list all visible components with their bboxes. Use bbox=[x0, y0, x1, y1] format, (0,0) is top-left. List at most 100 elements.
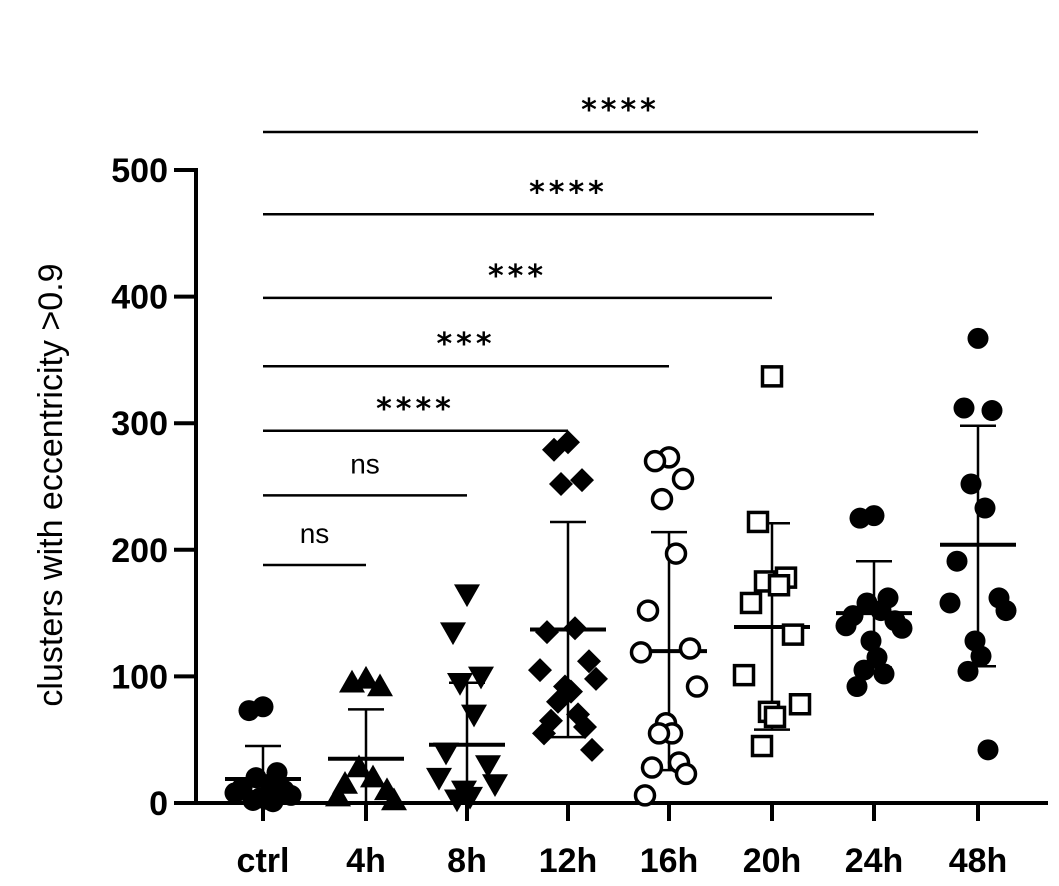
significance-label: **** bbox=[581, 93, 660, 128]
data-point bbox=[280, 784, 302, 806]
error-bars bbox=[225, 424, 1016, 803]
data-point bbox=[426, 767, 452, 791]
y-tick-label: 500 bbox=[111, 152, 168, 190]
data-point bbox=[542, 437, 566, 462]
significance-label: **** bbox=[529, 175, 608, 210]
data-point bbox=[482, 774, 508, 798]
data-point bbox=[671, 467, 695, 491]
data-point bbox=[468, 666, 494, 690]
data-point bbox=[946, 550, 968, 572]
data-point bbox=[891, 617, 913, 639]
data-point bbox=[739, 591, 763, 615]
data-point bbox=[995, 600, 1017, 622]
data-point bbox=[325, 783, 351, 807]
y-tick-label: 300 bbox=[111, 405, 168, 443]
data-point bbox=[381, 787, 407, 811]
x-tick-label: 48h bbox=[949, 842, 1008, 880]
data-point bbox=[346, 754, 372, 778]
data-point bbox=[866, 646, 888, 668]
x-tick-label: 12h bbox=[539, 842, 598, 880]
data-point bbox=[546, 689, 570, 714]
data-point bbox=[967, 327, 989, 349]
data-point bbox=[444, 789, 470, 813]
x-tick-label: 4h bbox=[346, 842, 386, 880]
data-point bbox=[563, 616, 587, 641]
data-point bbox=[953, 397, 975, 419]
data-point bbox=[242, 789, 264, 811]
x-tick-label: 16h bbox=[640, 842, 699, 880]
data-points bbox=[224, 327, 1017, 813]
y-tick-label: 400 bbox=[111, 279, 168, 317]
data-point bbox=[767, 573, 791, 597]
data-point bbox=[974, 497, 996, 519]
y-axis-label: clusters with eccentricity >0.9 bbox=[32, 263, 70, 706]
y-tick-label: 100 bbox=[111, 658, 168, 696]
data-point bbox=[849, 507, 871, 529]
data-point bbox=[664, 542, 688, 565]
data-point bbox=[584, 666, 608, 691]
data-point bbox=[763, 705, 787, 729]
data-point bbox=[532, 721, 556, 746]
data-point bbox=[750, 734, 774, 758]
data-point bbox=[853, 659, 875, 681]
data-point bbox=[224, 782, 246, 804]
data-point bbox=[238, 700, 260, 722]
significance-label: ns bbox=[300, 518, 330, 549]
data-point bbox=[643, 449, 667, 473]
significance-label: ns bbox=[350, 448, 380, 479]
data-point bbox=[528, 658, 552, 683]
data-point bbox=[535, 620, 559, 645]
data-point bbox=[746, 510, 770, 534]
data-point bbox=[835, 615, 857, 637]
data-point bbox=[640, 756, 664, 779]
data-point bbox=[685, 675, 709, 698]
data-point bbox=[957, 660, 979, 682]
data-point bbox=[788, 693, 812, 716]
significance-label: **** bbox=[376, 392, 455, 427]
data-point bbox=[650, 487, 674, 511]
data-point bbox=[262, 791, 284, 813]
data-point bbox=[367, 673, 393, 697]
data-point bbox=[633, 784, 657, 807]
data-point bbox=[678, 637, 702, 660]
significance-label: *** bbox=[436, 327, 495, 362]
x-tick-label: 20h bbox=[743, 842, 802, 880]
data-point bbox=[454, 584, 480, 608]
data-point bbox=[981, 400, 1003, 422]
data-point bbox=[781, 623, 805, 646]
x-tick-label: 8h bbox=[447, 842, 487, 880]
data-point bbox=[549, 471, 573, 496]
data-point bbox=[577, 649, 601, 674]
data-point bbox=[580, 737, 604, 762]
data-point bbox=[461, 704, 487, 728]
data-point bbox=[636, 599, 660, 622]
data-point bbox=[433, 742, 459, 766]
significance-label: *** bbox=[488, 259, 547, 294]
data-point bbox=[570, 468, 594, 493]
data-point bbox=[846, 676, 868, 698]
data-point bbox=[440, 622, 466, 646]
data-point bbox=[475, 755, 501, 779]
data-point bbox=[573, 715, 597, 740]
axes: 0 100 200 300 400 500 ctrl 4h 8h 12h 16h 20h 24h 48h bbox=[111, 152, 1048, 880]
data-point bbox=[873, 663, 895, 685]
x-tick-label: ctrl bbox=[237, 842, 290, 880]
y-tick-label: 0 bbox=[149, 785, 168, 823]
data-point bbox=[960, 473, 982, 495]
data-point bbox=[629, 641, 653, 664]
data-point bbox=[647, 722, 671, 745]
x-tick-label: 24h bbox=[845, 842, 904, 880]
data-point bbox=[360, 764, 386, 788]
data-point bbox=[939, 592, 961, 614]
data-point bbox=[674, 762, 698, 786]
data-point bbox=[970, 645, 992, 667]
y-tick-label: 200 bbox=[111, 532, 168, 570]
data-point bbox=[977, 739, 999, 761]
data-point bbox=[732, 663, 756, 687]
data-point bbox=[860, 630, 882, 652]
data-point bbox=[760, 365, 784, 388]
data-point bbox=[447, 672, 473, 696]
data-point bbox=[339, 669, 365, 693]
